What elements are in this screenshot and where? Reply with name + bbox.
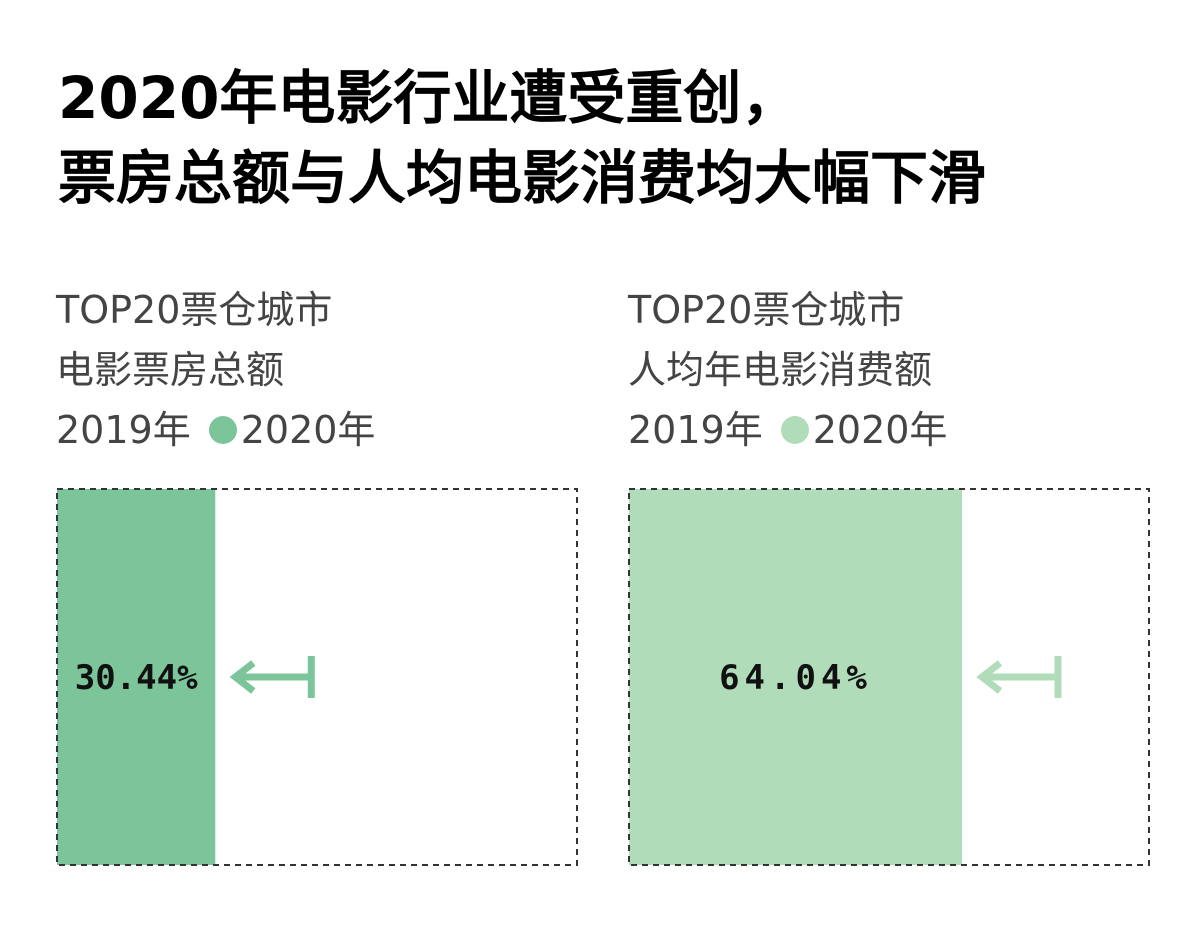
panel-subtitle-1: TOP20票仓城市 <box>56 288 333 332</box>
bar-2019-outline <box>56 488 578 866</box>
decline-arrow-icon <box>229 656 315 698</box>
decline-arrow-icon <box>976 656 1062 698</box>
bar-2020 <box>57 489 216 865</box>
legend-label-2020: 2020年 <box>240 408 376 452</box>
bar-2020 <box>629 489 963 865</box>
title-line-2: 票房总额与人均电影消费均大幅下滑 <box>58 144 987 212</box>
bar-2019-outline <box>628 488 1150 866</box>
legend: 2019年 2020年 <box>628 400 1168 460</box>
legend-label-2019: 2019年 <box>56 408 191 452</box>
legend: 2019年 2020年 <box>56 400 596 460</box>
title-line-1: 2020年电影行业遭受重创， <box>58 64 800 132</box>
panel-subtitle-2: 电影票房总额 <box>56 348 285 392</box>
legend-label-2020: 2020年 <box>812 408 948 452</box>
value-label: 30.44% <box>75 658 198 698</box>
chart-per-capita: 64.04% <box>628 488 1150 866</box>
panel-subtitle-1: TOP20票仓城市 <box>628 288 905 332</box>
legend-dot-2020 <box>780 416 809 444</box>
chart-title: 2020年电影行业遭受重创， 票房总额与人均电影消费均大幅下滑 <box>58 58 1158 218</box>
panel-box-office: TOP20票仓城市 电影票房总额 2019年 2020年 30.44% <box>56 280 596 880</box>
panel-subtitle-2: 人均年电影消费额 <box>628 348 933 392</box>
panel-per-capita: TOP20票仓城市 人均年电影消费额 2019年 2020年 64.04% <box>628 280 1168 880</box>
legend-label-2019: 2019年 <box>628 408 763 452</box>
legend-dot-2020 <box>208 416 237 444</box>
chart-box-office: 30.44% <box>56 488 578 866</box>
value-label: 64.04% <box>719 658 872 698</box>
